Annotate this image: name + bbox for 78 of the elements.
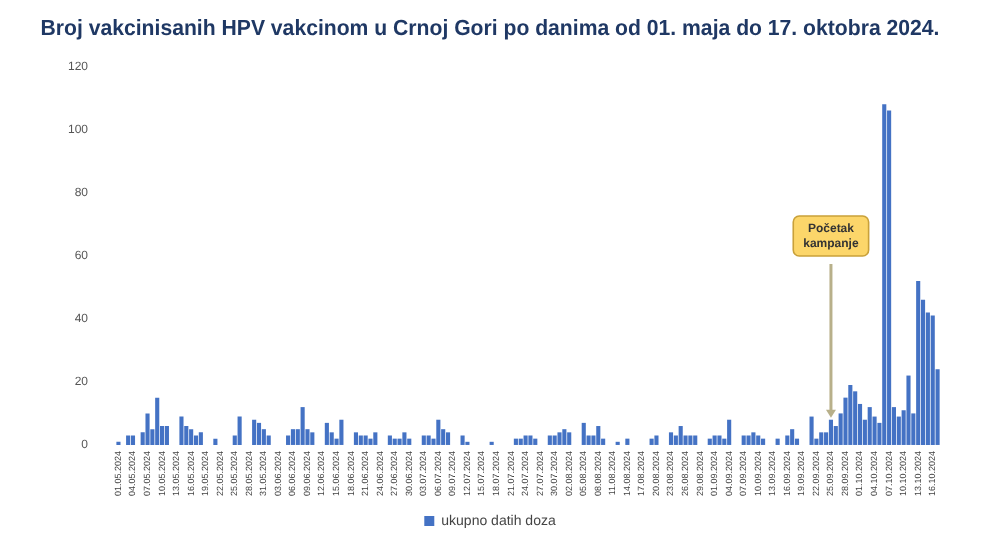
bar [513, 438, 518, 445]
bar [179, 416, 184, 445]
bar [402, 432, 407, 445]
bar [266, 435, 271, 445]
bar [712, 435, 717, 445]
bar [819, 432, 824, 445]
bar [533, 438, 538, 445]
bar [528, 435, 533, 445]
bar [567, 432, 572, 445]
bar [310, 432, 315, 445]
chart-title: Broj vakcinisanih HPV vakcinom u Crnoj Gori po danima od 01. maja do 17. oktobra 2024. [40, 16, 940, 42]
bar [581, 422, 586, 445]
bar [654, 435, 659, 445]
bar [809, 416, 814, 445]
bar [126, 435, 131, 445]
bar [460, 435, 465, 445]
bar [518, 438, 523, 445]
bar [916, 280, 921, 445]
bar [853, 391, 858, 445]
bar [407, 438, 412, 445]
bar [237, 416, 242, 445]
bar [785, 435, 790, 445]
bar [130, 435, 136, 445]
bar [707, 438, 712, 445]
bar [368, 438, 373, 445]
bar [887, 110, 892, 445]
bar [848, 385, 853, 445]
bar [649, 438, 654, 445]
bar [363, 435, 368, 445]
bar [756, 435, 761, 445]
bar [668, 432, 674, 445]
bar [189, 429, 194, 445]
bar [155, 397, 160, 445]
bar [164, 426, 169, 445]
bar [252, 419, 257, 445]
bar [547, 435, 552, 445]
bar [256, 422, 262, 445]
bar [426, 435, 431, 445]
bar [290, 429, 295, 445]
bar [523, 435, 528, 445]
bar [930, 315, 935, 445]
bar [339, 419, 344, 445]
bar [261, 429, 266, 445]
bar [552, 435, 557, 445]
bar [213, 438, 218, 445]
bar [421, 435, 426, 445]
bar [761, 438, 766, 445]
bar [373, 432, 378, 445]
bar [693, 435, 698, 445]
bar [867, 407, 872, 445]
bar [436, 419, 441, 445]
bar [562, 429, 567, 445]
bar [557, 432, 562, 445]
bar [145, 413, 150, 445]
bar [387, 435, 392, 445]
bar [286, 435, 291, 445]
bar [746, 435, 751, 445]
bar [741, 435, 746, 445]
bar [596, 426, 601, 445]
bar [193, 435, 199, 445]
bar [678, 426, 683, 445]
bar [445, 432, 451, 445]
bar [392, 438, 397, 445]
bar [358, 435, 363, 445]
bar [324, 422, 329, 445]
bar [790, 429, 795, 445]
bar [727, 419, 732, 445]
bar [882, 104, 887, 445]
bar [717, 435, 722, 445]
bar [353, 432, 359, 445]
bar [198, 432, 203, 445]
bar [300, 407, 305, 445]
bar [906, 375, 911, 445]
bar [397, 438, 402, 445]
bar [625, 438, 630, 445]
bar [775, 438, 780, 445]
bar [688, 435, 693, 445]
bar [751, 432, 756, 445]
